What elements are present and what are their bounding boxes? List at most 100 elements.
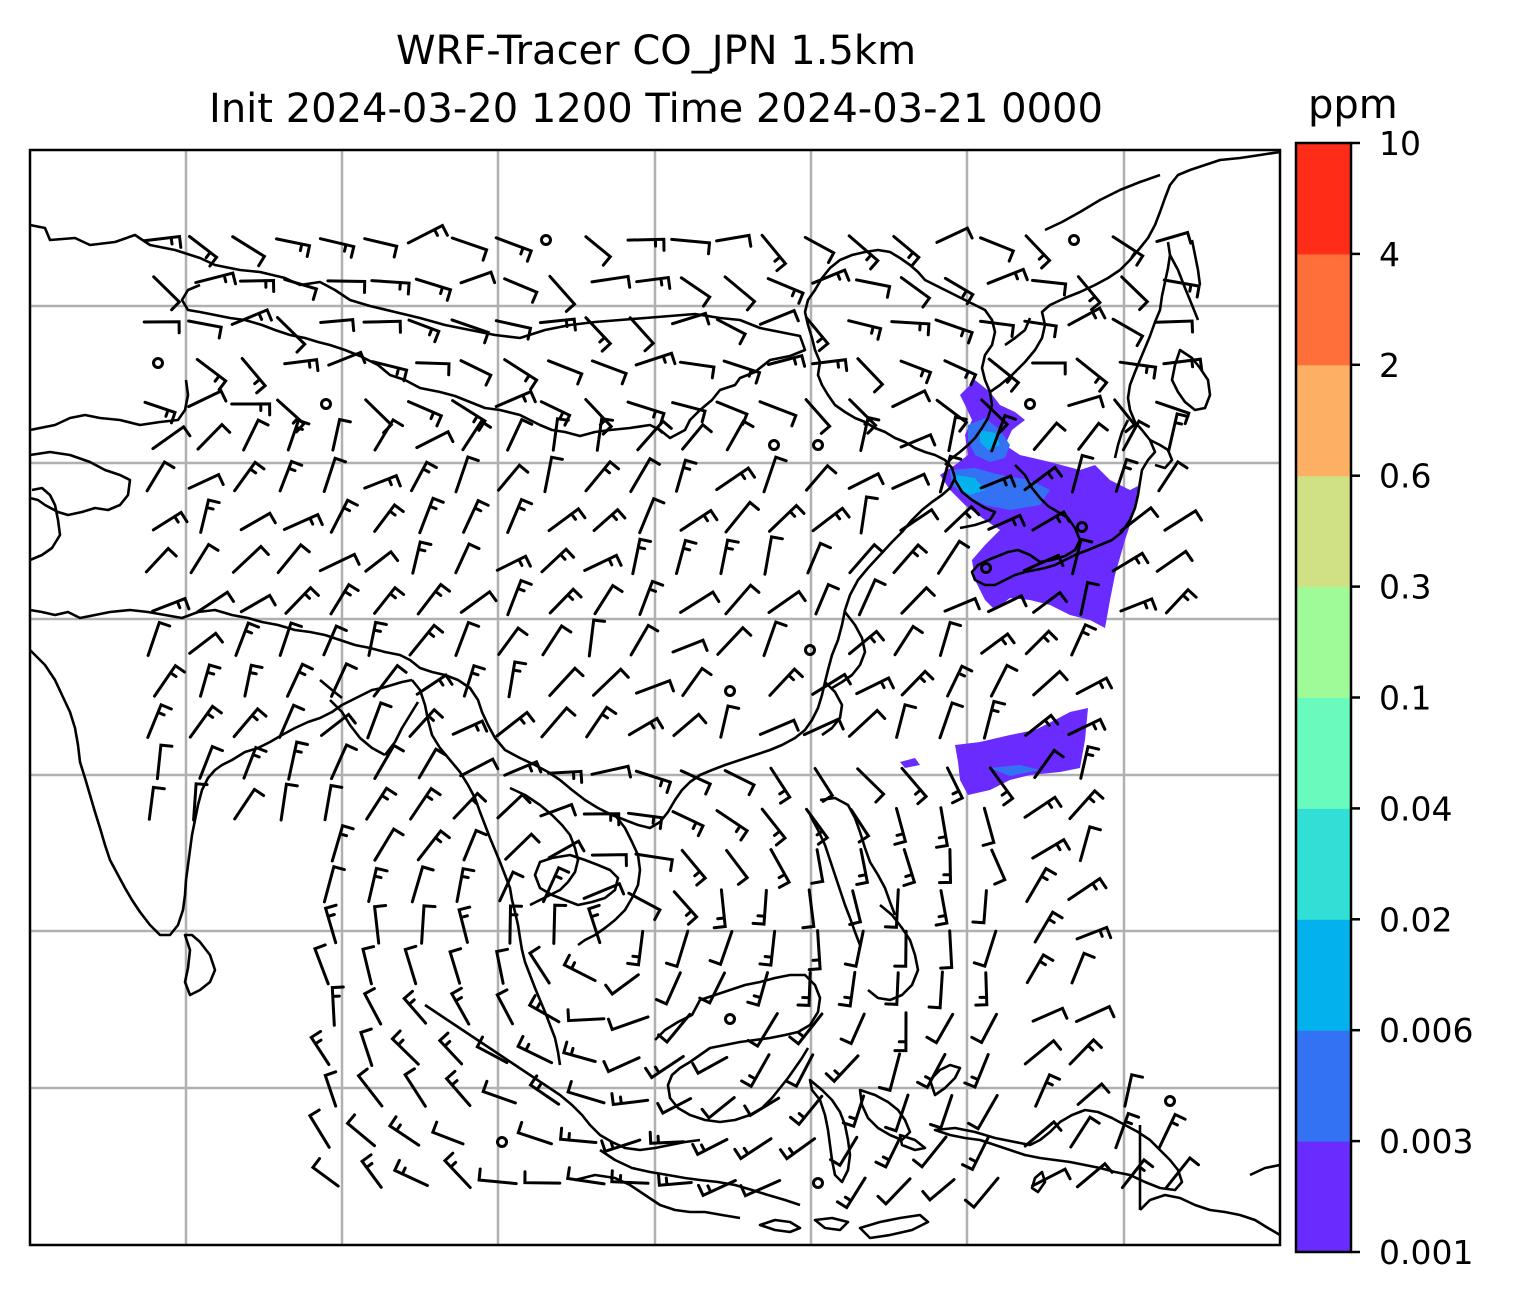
colorbar-segment xyxy=(1296,697,1351,809)
wind-barb xyxy=(1075,357,1109,393)
wind-barb xyxy=(1069,1115,1101,1149)
wind-barb xyxy=(679,276,712,308)
wind-barb xyxy=(444,1069,472,1107)
wind-barb xyxy=(415,361,451,377)
wind-barb xyxy=(320,712,357,737)
wind-barb xyxy=(1114,1111,1141,1150)
wind-barb xyxy=(459,270,497,285)
calm-wind-marker xyxy=(320,398,332,410)
wind-barb xyxy=(451,719,489,736)
wind-barb xyxy=(935,398,969,433)
map-frame xyxy=(28,148,1282,1247)
wind-barb xyxy=(811,506,851,533)
wind-barb xyxy=(323,783,344,822)
wind-barb xyxy=(583,553,623,572)
wind-barb xyxy=(855,848,870,886)
wind-barb xyxy=(584,316,613,353)
wind-barb xyxy=(1024,713,1060,737)
colorbar-tick-label: 0.04 xyxy=(1379,789,1452,828)
wind-barb xyxy=(768,666,804,697)
wind-barb xyxy=(1067,717,1107,736)
wind-barb xyxy=(628,316,656,353)
wind-barb xyxy=(230,402,272,417)
wind-barb xyxy=(857,577,887,617)
wind-barb xyxy=(899,432,937,449)
wind-barb xyxy=(876,1177,912,1207)
wind-barb xyxy=(1119,505,1160,533)
wind-barb xyxy=(1067,394,1105,409)
wind-barb xyxy=(1114,457,1139,493)
wind-barb xyxy=(679,508,719,532)
wind-barb xyxy=(947,415,968,453)
wind-barb xyxy=(345,1113,376,1148)
wind-barb xyxy=(1111,317,1145,348)
wind-barb xyxy=(970,1012,998,1045)
wind-barb xyxy=(1033,748,1065,779)
wind-barb xyxy=(810,848,825,885)
wind-barb xyxy=(796,971,812,1007)
wind-barb xyxy=(1075,1161,1114,1189)
wind-barb xyxy=(242,418,270,452)
wind-barb xyxy=(961,1135,991,1172)
wind-barb xyxy=(938,620,963,657)
wind-barb xyxy=(893,929,908,968)
wind-barb xyxy=(454,455,480,494)
wind-barb xyxy=(360,1153,383,1189)
wind-barb xyxy=(938,848,953,885)
wind-barb xyxy=(1032,669,1069,697)
wind-barb xyxy=(762,455,788,494)
wind-barb xyxy=(387,1115,421,1147)
wind-barb xyxy=(231,544,270,574)
wind-barb xyxy=(373,827,405,862)
wind-barb xyxy=(409,786,442,821)
wind-barb xyxy=(420,904,437,945)
wind-barb xyxy=(192,782,209,822)
wind-barb xyxy=(230,307,273,326)
wind-barb xyxy=(657,1172,693,1187)
wind-barb xyxy=(859,495,879,535)
wind-barb xyxy=(504,832,541,861)
colorbar-segment xyxy=(1296,919,1351,1031)
colorbar-tick-label: 2 xyxy=(1379,346,1400,385)
wind-barb xyxy=(151,424,192,451)
wind-barb xyxy=(496,792,532,820)
wind-barb xyxy=(990,848,1007,886)
wind-barb xyxy=(437,1031,464,1066)
wind-barb xyxy=(459,757,500,778)
wind-barb xyxy=(566,1080,606,1105)
wind-barb xyxy=(758,929,777,967)
wind-barb xyxy=(635,275,672,290)
colorbar: 0.001 0.003 0.006 0.02 0.04 0.1 0.3 0.6 2 4 10 xyxy=(1294,124,1473,1272)
wind-barb xyxy=(758,400,798,428)
wind-barb xyxy=(715,466,756,492)
wind-barb xyxy=(681,666,713,697)
wind-barb xyxy=(1031,1006,1069,1023)
wind-barb xyxy=(604,973,640,997)
wind-barb xyxy=(418,496,445,535)
wind-barb xyxy=(538,317,577,332)
wind-barb xyxy=(895,702,918,739)
wind-barb xyxy=(944,504,981,533)
wind-barb xyxy=(503,277,539,304)
wind-barb xyxy=(680,848,708,887)
wind-barb xyxy=(416,582,451,616)
map-panel xyxy=(28,148,1282,1247)
wind-barb xyxy=(629,456,661,493)
wind-barb xyxy=(665,929,690,969)
wind-barb xyxy=(454,542,481,575)
colorbar-tick-label: 0.006 xyxy=(1379,1011,1473,1050)
wind-barb xyxy=(151,510,189,532)
wind-barb xyxy=(848,542,885,575)
wind-barb xyxy=(675,538,698,575)
wind-barb xyxy=(495,988,514,1026)
wind-barb xyxy=(327,350,367,367)
wind-barb xyxy=(943,276,975,306)
wind-barb xyxy=(884,1093,910,1133)
wind-barb xyxy=(987,593,1028,614)
wind-barb xyxy=(307,1108,331,1149)
wind-barb xyxy=(900,766,929,806)
wind-barb xyxy=(362,319,402,334)
wind-barb xyxy=(562,953,597,983)
wind-barb xyxy=(893,624,924,657)
wind-barb xyxy=(457,905,472,944)
